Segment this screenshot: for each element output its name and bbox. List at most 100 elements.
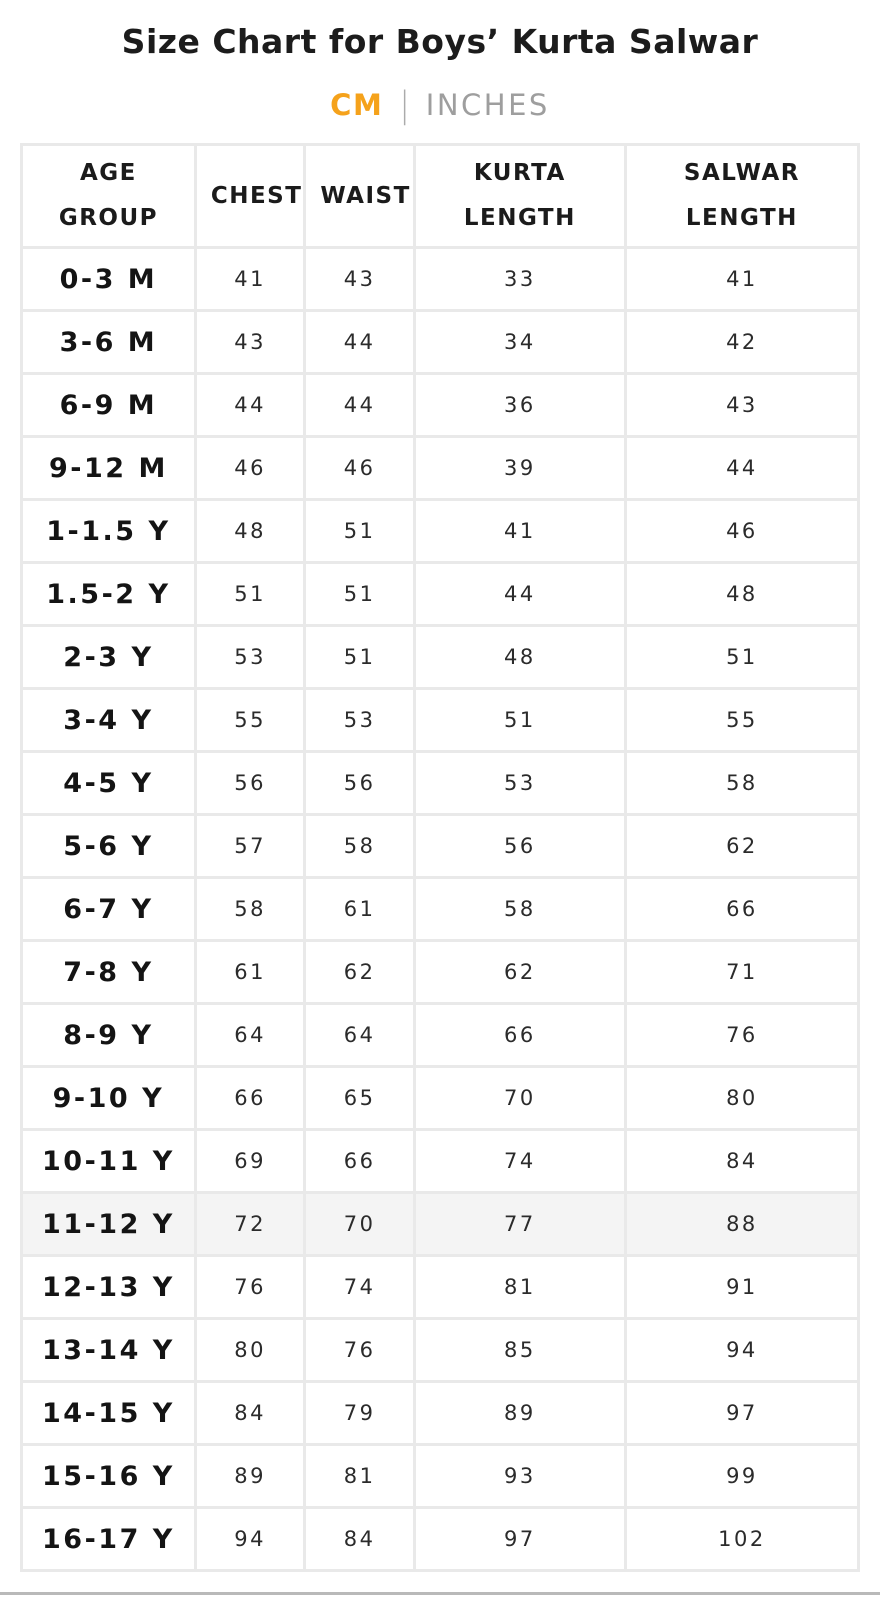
table-row: 15-16 Y 89 81 93 99 [23,1446,857,1506]
measurement-cell: 89 [415,1383,624,1443]
measurement-cell: 99 [626,1446,857,1506]
measurement-cell: 56 [415,816,624,876]
measurement-cell: 64 [306,1005,413,1065]
table-row: 2-3 Y 53 51 48 51 [23,627,857,687]
size-chart-table: AGE GROUP CHEST WAIST KURTA LENGTH SALWAR LE… [20,143,860,1572]
measurement-cell: 62 [306,942,413,1002]
measurement-cell: 91 [626,1257,857,1317]
table-row: 6-9 M 44 44 36 43 [23,375,857,435]
measurement-cell: 84 [196,1383,304,1443]
measurement-cell: 62 [626,816,857,876]
page-title: Size Chart for Boys’ Kurta Salwar [121,22,759,61]
column-header-age-group: AGE GROUP [23,146,194,246]
table-row: 3-4 Y 55 53 51 55 [23,690,857,750]
measurement-cell: 46 [306,438,413,498]
measurement-cell: 97 [626,1383,857,1443]
measurement-cell: 48 [415,627,624,687]
table-row: 5-6 Y 57 58 56 62 [23,816,857,876]
age-group-cell: 1-1.5 Y [23,501,194,561]
measurement-cell: 51 [415,690,624,750]
measurement-cell: 97 [415,1509,624,1569]
measurement-cell: 51 [306,501,413,561]
measurement-cell: 85 [415,1320,624,1380]
measurement-cell: 81 [415,1257,624,1317]
age-group-cell: 5-6 Y [23,816,194,876]
age-group-cell: 14-15 Y [23,1383,194,1443]
column-header-kurta-length: KURTA LENGTH [415,146,624,246]
measurement-cell: 88 [626,1194,857,1254]
age-group-cell: 12-13 Y [23,1257,194,1317]
measurement-cell: 64 [196,1005,304,1065]
measurement-cell: 53 [196,627,304,687]
age-group-cell: 8-9 Y [23,1005,194,1065]
age-group-cell: 4-5 Y [23,753,194,813]
table-row: 9-12 M 46 46 39 44 [23,438,857,498]
measurement-cell: 57 [196,816,304,876]
measurement-cell: 43 [626,375,857,435]
measurement-cell: 93 [415,1446,624,1506]
unit-toggle-cm[interactable]: CM [330,88,384,122]
table-row: 14-15 Y 84 79 89 97 [23,1383,857,1443]
measurement-cell: 80 [196,1320,304,1380]
measurement-cell: 74 [415,1131,624,1191]
measurement-cell: 80 [626,1068,857,1128]
measurement-cell: 51 [306,627,413,687]
measurement-cell: 41 [415,501,624,561]
table-row: 1-1.5 Y 48 51 41 46 [23,501,857,561]
table-row: 8-9 Y 64 64 66 76 [23,1005,857,1065]
measurement-cell: 70 [415,1068,624,1128]
measurement-cell: 61 [196,942,304,1002]
age-group-cell: 6-9 M [23,375,194,435]
measurement-cell: 55 [626,690,857,750]
measurement-cell: 34 [415,312,624,372]
unit-toggle: CM | INCHES [0,84,880,126]
age-group-cell: 11-12 Y [23,1194,194,1254]
measurement-cell: 51 [306,564,413,624]
bottom-divider [0,1592,880,1595]
measurement-cell: 71 [626,942,857,1002]
table-body: 0-3 M 41 43 33 41 3-6 M 43 44 34 42 6-9 M 44 44 36 43 9… [23,249,857,1569]
age-group-cell: 13-14 Y [23,1320,194,1380]
age-group-cell: 9-10 Y [23,1068,194,1128]
measurement-cell: 55 [196,690,304,750]
measurement-cell: 44 [626,438,857,498]
column-header-salwar-length: SALWAR LENGTH [626,146,857,246]
measurement-cell: 41 [626,249,857,309]
column-header-chest: CHEST [196,146,304,246]
measurement-cell: 39 [415,438,624,498]
age-group-cell: 3-4 Y [23,690,194,750]
measurement-cell: 94 [626,1320,857,1380]
table-row: 3-6 M 43 44 34 42 [23,312,857,372]
measurement-cell: 58 [196,879,304,939]
table-row: 6-7 Y 58 61 58 66 [23,879,857,939]
table-row: 1.5-2 Y 51 51 44 48 [23,564,857,624]
measurement-cell: 51 [196,564,304,624]
unit-toggle-inches[interactable]: INCHES [425,88,550,122]
measurement-cell: 56 [306,753,413,813]
measurement-cell: 58 [415,879,624,939]
measurement-cell: 76 [626,1005,857,1065]
measurement-cell: 70 [306,1194,413,1254]
measurement-cell: 84 [626,1131,857,1191]
measurement-cell: 76 [306,1320,413,1380]
measurement-cell: 42 [626,312,857,372]
measurement-cell: 62 [415,942,624,1002]
table-row: 0-3 M 41 43 33 41 [23,249,857,309]
measurement-cell: 79 [306,1383,413,1443]
measurement-cell: 33 [415,249,624,309]
header-row: AGE GROUP CHEST WAIST KURTA LENGTH SALWAR LE… [23,146,857,246]
measurement-cell: 58 [306,816,413,876]
measurement-cell: 89 [196,1446,304,1506]
age-group-cell: 7-8 Y [23,942,194,1002]
measurement-cell: 41 [196,249,304,309]
measurement-cell: 44 [306,312,413,372]
measurement-cell: 102 [626,1509,857,1569]
measurement-cell: 44 [196,375,304,435]
age-group-cell: 3-6 M [23,312,194,372]
measurement-cell: 66 [626,879,857,939]
age-group-cell: 9-12 M [23,438,194,498]
measurement-cell: 44 [306,375,413,435]
table-row: 13-14 Y 80 76 85 94 [23,1320,857,1380]
age-group-cell: 15-16 Y [23,1446,194,1506]
unit-toggle-divider: | [399,84,410,126]
